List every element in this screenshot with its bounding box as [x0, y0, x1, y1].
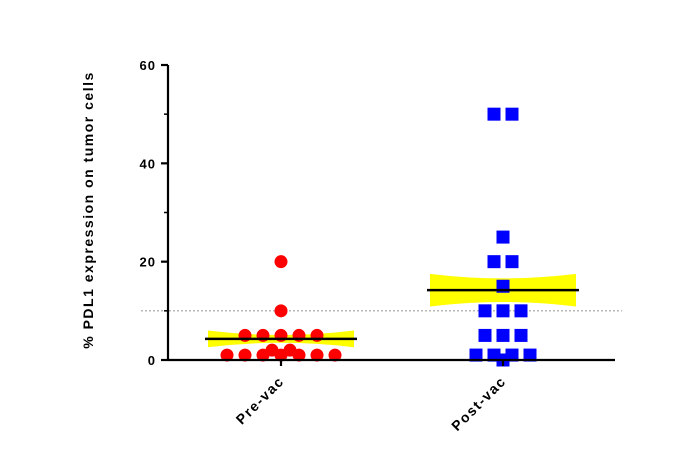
data-point — [487, 255, 501, 269]
data-point — [238, 348, 252, 362]
data-point — [505, 255, 519, 269]
data-point — [496, 230, 510, 244]
y-tick-label: 60 — [140, 58, 156, 73]
data-point — [505, 107, 519, 121]
x-category-label: Post-vac — [448, 373, 509, 434]
data-point — [514, 304, 528, 318]
data-point — [478, 328, 492, 342]
data-point — [514, 328, 528, 342]
data-point — [496, 328, 510, 342]
data-point — [469, 348, 483, 362]
data-point — [523, 348, 537, 362]
data-point — [220, 348, 234, 362]
data-point — [283, 343, 297, 357]
data-point — [274, 255, 288, 269]
y-tick-label: 0 — [148, 353, 156, 368]
y-tick-label: 40 — [140, 156, 156, 171]
data-point — [487, 348, 501, 362]
data-point — [265, 343, 279, 357]
data-point — [505, 348, 519, 362]
x-category-label: Pre-vac — [233, 373, 288, 428]
data-point — [310, 348, 324, 362]
data-point — [496, 304, 510, 318]
data-point — [487, 107, 501, 121]
data-point — [328, 348, 342, 362]
plot-area: 0 20 40 60 Pre-vac Post-vac — [140, 58, 622, 434]
data-point — [478, 304, 492, 318]
data-point — [274, 304, 288, 318]
y-tick-label: 20 — [140, 255, 156, 270]
y-axis-label: % PDL1 expression on tumor cells — [80, 71, 96, 349]
